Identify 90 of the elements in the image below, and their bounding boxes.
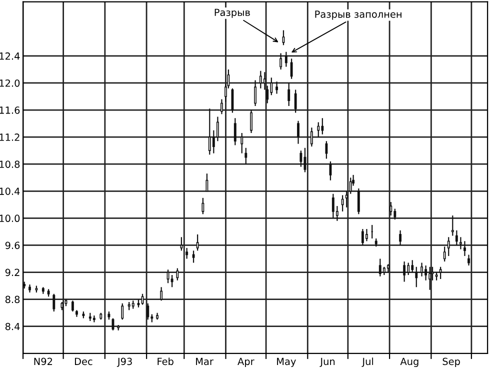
y-tick-label: 11.6 <box>0 106 20 114</box>
candlestick <box>160 286 163 302</box>
candlestick <box>234 118 236 146</box>
candlestick <box>357 188 360 215</box>
candlestick <box>325 140 328 160</box>
x-tick-label: Dec <box>74 358 92 366</box>
candlestick <box>443 246 446 262</box>
candlestick <box>282 30 285 46</box>
candlestick <box>464 240 466 257</box>
x-tick-label: N92 <box>34 358 52 366</box>
candlestick <box>220 98 223 115</box>
candlestick <box>304 147 306 173</box>
candlestick <box>290 58 293 80</box>
x-tick-label: Feb <box>158 358 174 366</box>
candlestick <box>280 52 282 70</box>
candlestick <box>317 122 320 138</box>
x-tick-label: Jun <box>320 358 335 367</box>
candlestick <box>361 228 364 246</box>
candlestick <box>146 302 150 320</box>
candlestick <box>394 208 396 220</box>
candlestick <box>259 70 262 89</box>
candlestick <box>341 194 344 212</box>
x-tick-label: Jul <box>362 358 374 367</box>
candlestick <box>411 260 414 273</box>
annotation: Разрыв заполнен <box>315 10 402 20</box>
candlestick <box>276 81 278 94</box>
candlestick <box>459 236 462 250</box>
candlestick <box>196 234 199 252</box>
candlestick <box>365 228 368 242</box>
candlestick <box>270 77 273 96</box>
candlestick <box>263 72 266 90</box>
candlestick <box>180 236 183 252</box>
x-tick-label: J93 <box>116 358 132 367</box>
candlestick <box>284 51 288 68</box>
candlestick <box>468 254 470 266</box>
candlestick <box>206 173 208 192</box>
candlestick <box>192 250 195 264</box>
y-tick-label: 12.0 <box>0 79 20 87</box>
x-tick-label: Mar <box>196 358 214 366</box>
candlestick <box>240 132 244 154</box>
candlestick <box>345 190 348 208</box>
candlestick <box>451 214 454 236</box>
y-tick-label: 8.4 <box>5 322 20 330</box>
candlestick <box>399 230 402 246</box>
candlestick <box>288 82 290 107</box>
candlestick <box>121 302 124 320</box>
candlestick <box>349 177 352 194</box>
x-tick-label: Apr <box>238 358 254 367</box>
candlestick <box>415 266 418 288</box>
candlestick <box>407 262 410 276</box>
candlestick <box>390 201 392 216</box>
candlestick <box>266 85 269 104</box>
candlestick <box>202 197 204 215</box>
candlestick <box>297 120 300 144</box>
y-tick-label: 9.6 <box>5 242 20 250</box>
candlestick <box>310 127 313 148</box>
candlestick <box>403 260 406 282</box>
candlestick <box>176 268 179 281</box>
y-tick-label: 9.2 <box>5 268 20 276</box>
y-tick-label: 11.2 <box>0 134 20 141</box>
candlestick <box>170 274 174 288</box>
candlestick <box>424 264 428 281</box>
annotation: Разрыв <box>214 8 250 18</box>
candlestick <box>244 147 248 165</box>
y-tick-label: 12.4 <box>0 52 20 60</box>
candlestick <box>294 89 297 114</box>
x-tick-label: Aug <box>400 358 418 367</box>
candlestick <box>455 230 458 246</box>
candlestick <box>71 300 74 312</box>
candlestick <box>254 80 257 107</box>
candlestick <box>378 258 382 277</box>
y-tick-label: 10.0 <box>0 214 20 222</box>
candlestick <box>250 109 252 134</box>
x-tick-label: Sep <box>442 358 460 367</box>
candlestick <box>231 88 234 114</box>
x-tick-label: May <box>277 358 296 367</box>
candlestick <box>332 193 334 219</box>
candlestick <box>300 150 302 168</box>
y-tick-label: 10.4 <box>0 188 20 195</box>
candlestick <box>428 266 432 290</box>
candlestick <box>141 293 144 306</box>
y-tick-label: 10.8 <box>0 160 20 168</box>
candlestick <box>186 247 188 260</box>
candlestick <box>447 236 450 257</box>
candlestick <box>439 266 442 280</box>
candlestick <box>208 108 211 156</box>
candlestick <box>420 262 423 277</box>
y-tick-label: 8.8 <box>5 296 20 304</box>
candlestick <box>52 293 56 312</box>
candlestick <box>321 118 324 135</box>
